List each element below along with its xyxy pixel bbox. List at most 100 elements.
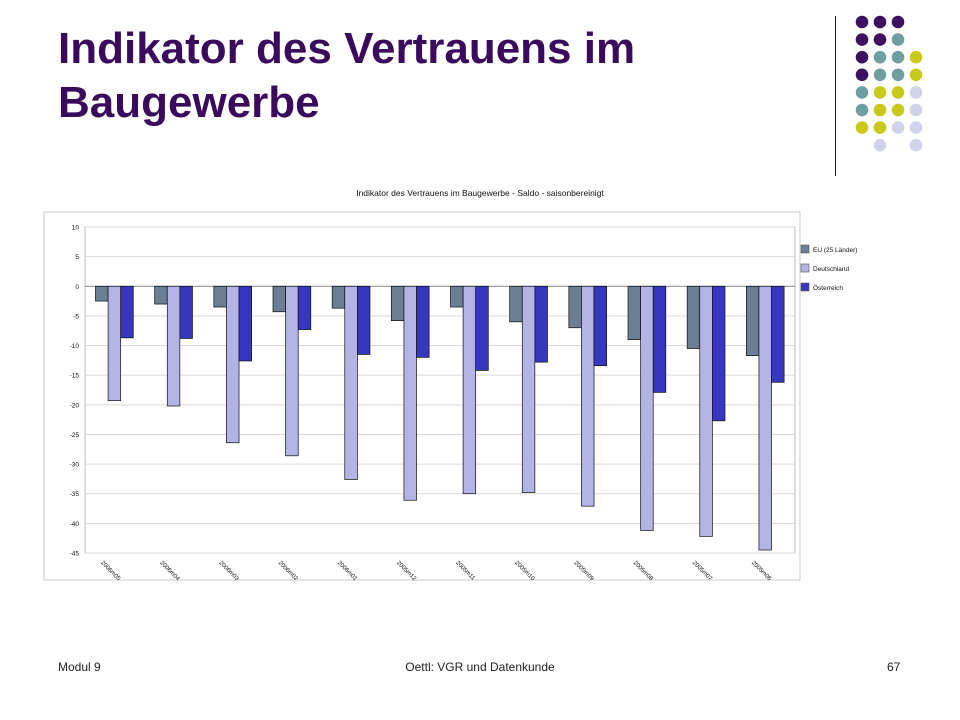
bar: [652, 285, 667, 393]
bar: [686, 285, 701, 349]
decor-dot: [855, 103, 869, 117]
bar: [568, 285, 582, 329]
y-tick-label: -10: [70, 343, 80, 350]
bar: [226, 285, 240, 444]
bar: [534, 285, 548, 363]
y-tick-label: -15: [70, 373, 80, 380]
bar: [213, 285, 227, 308]
bar: [390, 285, 405, 322]
legend-label: Österreich: [813, 284, 843, 292]
footer-page-number: 67: [887, 660, 901, 674]
x-tick-label: 2005m12: [395, 560, 417, 582]
legend-swatch: [800, 282, 810, 292]
title-divider-line: [835, 16, 836, 176]
decor-dot: [891, 103, 905, 117]
decor-dot: [855, 68, 869, 82]
y-tick-label: -40: [70, 521, 80, 528]
decor-dot: [873, 121, 887, 134]
bar: [331, 285, 346, 309]
decor-dot: [909, 138, 923, 152]
chart-frame: [43, 211, 801, 581]
x-axis: 2006m05 2006m04 2006m03 2006m02 2006m01 2005m…: [99, 560, 772, 582]
decor-dot: [873, 15, 887, 29]
decor-dot: [909, 86, 923, 99]
bar: [272, 285, 286, 313]
decor-dot: [909, 68, 923, 82]
y-tick-label: -5: [73, 313, 79, 320]
bar-chart: Indikator des Vertrauens im Baugewerbe -…: [43, 188, 857, 583]
bar: [416, 285, 430, 358]
x-tick-label: 2006m03: [218, 560, 240, 582]
chart-legend: EU (25 Länder) Deutschland Österreich: [800, 244, 857, 292]
decor-dot: [855, 15, 869, 29]
legend-label: Deutschland: [813, 266, 850, 273]
bar: [712, 285, 726, 422]
decor-dot: [891, 50, 905, 64]
legend-label: EU (25 Länder): [813, 247, 857, 254]
decor-dot: [855, 86, 869, 99]
y-tick-label: 10: [72, 225, 80, 232]
y-tick-label: -45: [70, 551, 80, 558]
decor-dot: [855, 33, 869, 46]
bar: [344, 285, 358, 480]
bar: [179, 285, 193, 339]
decor-dot: [909, 103, 923, 117]
decor-dot: [873, 103, 887, 117]
bar: [357, 285, 371, 355]
slide-title: Indikator des Vertrauens im Baugewerbe: [58, 24, 636, 127]
x-tick-label: 2006m02: [277, 560, 299, 582]
y-axis: 10 5 0 -5 -10 -15 -20 -25 -30 -35 -40 -45: [70, 225, 80, 558]
decor-dot: [891, 86, 905, 99]
x-tick-label: 2006m05: [99, 560, 121, 582]
plot-area: [84, 226, 796, 554]
x-tick-label: 2006m04: [158, 560, 180, 582]
x-tick-label: 2006m01: [336, 560, 358, 582]
bar: [403, 285, 417, 501]
bar: [238, 285, 252, 362]
chart-grid: [84, 226, 796, 554]
decor-dot: [909, 50, 923, 64]
footer-author: Oettl: VGR und Datenkunde: [405, 660, 555, 674]
bar: [475, 285, 489, 371]
bar: [95, 285, 109, 302]
bar: [154, 285, 168, 305]
legend-swatch: [800, 263, 810, 273]
bar: [581, 285, 595, 507]
chart-bars: [95, 285, 785, 551]
bar: [166, 285, 181, 407]
decor-dot: [855, 50, 869, 64]
bar: [462, 285, 477, 495]
decor-dot: [891, 68, 905, 82]
x-tick-label: 2005m11: [454, 560, 476, 582]
bar: [450, 285, 464, 308]
decor-dot: [873, 86, 887, 99]
bar: [297, 285, 312, 330]
y-tick-label: -25: [70, 432, 80, 439]
x-tick-label: 2005m09: [573, 560, 595, 582]
bar: [771, 285, 785, 383]
decorative-dot-grid: [855, 15, 923, 152]
bar: [640, 285, 654, 531]
decor-dot: [891, 33, 905, 46]
legend-swatch: [800, 244, 810, 254]
decor-dot: [873, 68, 887, 82]
x-tick-label: 2005m07: [691, 560, 713, 582]
bar: [120, 285, 134, 339]
chart-title: Indikator des Vertrauens im Baugewerbe -…: [356, 188, 604, 198]
bar: [521, 285, 536, 493]
bar: [745, 285, 760, 356]
bar: [285, 285, 299, 457]
bar: [509, 285, 523, 323]
decor-dot: [909, 121, 923, 134]
bar: [593, 285, 607, 367]
y-tick-label: 0: [75, 284, 79, 291]
y-tick-label: -35: [70, 491, 80, 498]
bar: [627, 285, 641, 340]
x-tick-label: 2005m10: [513, 560, 535, 582]
decor-dot: [891, 15, 905, 29]
decor-dot: [873, 33, 887, 46]
decor-dot: [873, 50, 887, 64]
decor-dot: [855, 121, 869, 134]
y-tick-label: 5: [75, 254, 79, 261]
x-tick-label: 2005m08: [632, 560, 654, 582]
